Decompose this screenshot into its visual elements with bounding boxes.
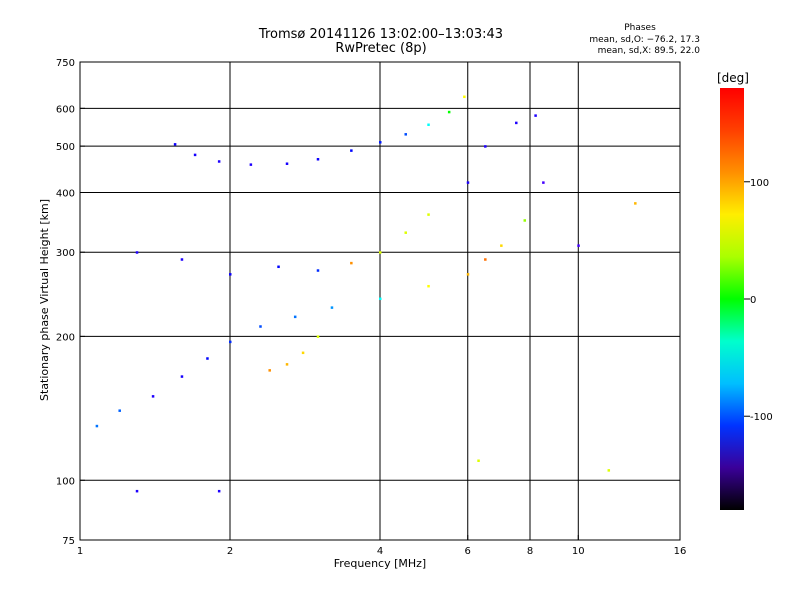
data-point — [180, 258, 184, 261]
data-point — [427, 123, 430, 127]
x-tick-label: 4 — [377, 546, 383, 557]
colorbar-tick-label: 100 — [750, 178, 769, 189]
x-tick-label: 16 — [674, 546, 687, 557]
x-tick-label: 1 — [77, 546, 83, 557]
chart-title: Tromsø 20141126 13:02:00–13:03:43 — [258, 27, 503, 42]
data-point — [379, 251, 382, 254]
data-point — [350, 149, 353, 152]
data-point — [477, 459, 480, 462]
x-tick-label: 8 — [527, 546, 533, 557]
data-point — [285, 363, 289, 366]
y-tick-label: 500 — [56, 142, 75, 153]
x-tick-label: 10 — [572, 546, 585, 557]
y-tick-label: 750 — [56, 58, 75, 69]
data-point — [404, 133, 407, 136]
data-point — [466, 273, 470, 276]
colorbar — [720, 88, 744, 510]
chart-subtitle: RwPretec (8p) — [335, 41, 426, 56]
data-point — [217, 489, 221, 493]
y-tick-label: 200 — [56, 332, 75, 343]
data-point — [404, 231, 407, 234]
data-point — [427, 284, 430, 288]
y-tick-label: 300 — [56, 248, 75, 259]
y-tick-label: 100 — [56, 476, 75, 487]
data-point — [285, 162, 289, 165]
data-point — [229, 273, 232, 276]
y-tick-label: 75 — [62, 536, 75, 547]
phase-heading: Phases — [624, 23, 656, 33]
colorbar-tick-label: 0 — [750, 295, 756, 306]
data-point — [634, 202, 637, 205]
data-point — [151, 395, 155, 398]
data-point — [350, 261, 353, 265]
y-tick-label: 400 — [56, 188, 75, 199]
data-point — [330, 306, 334, 309]
data-point — [217, 160, 221, 163]
data-point — [135, 251, 139, 254]
data-point — [135, 489, 139, 493]
x-tick-label: 2 — [227, 546, 233, 557]
data-point — [268, 369, 271, 372]
data-point — [316, 158, 320, 161]
data-point — [515, 121, 518, 125]
data-point — [427, 213, 430, 216]
y-tick-label: 600 — [56, 104, 75, 115]
data-point — [577, 244, 580, 247]
phase-stat-o: mean, sd,O: −76.2, 17.3 — [589, 35, 700, 45]
colorbar-tick-label: -100 — [750, 412, 773, 423]
data-point — [484, 258, 487, 261]
colorbar-ticks: 100 0 -100 — [744, 178, 773, 423]
colorbar-label: [deg] — [717, 71, 749, 85]
data-point — [484, 145, 487, 148]
data-point — [293, 315, 297, 319]
data-point — [180, 375, 184, 378]
data-point — [463, 95, 466, 99]
data-point — [607, 469, 611, 472]
data-point — [229, 340, 232, 344]
data-point — [523, 219, 527, 222]
data-point — [534, 114, 537, 117]
data-point — [277, 265, 280, 269]
data-point — [173, 143, 177, 146]
data-point — [466, 181, 470, 184]
data-point — [259, 325, 262, 328]
data-point — [542, 181, 545, 184]
x-tick-label: 6 — [465, 546, 471, 557]
x-axis-ticks: 1 2 4 6 8 10 16 — [77, 535, 687, 557]
data-point — [206, 357, 209, 360]
phase-stat-x: mean, sd,X: 89.5, 22.0 — [598, 46, 701, 56]
data-point — [95, 424, 99, 428]
data-point — [379, 141, 382, 144]
data-point — [316, 269, 320, 272]
data-point — [301, 351, 305, 355]
data-point — [500, 244, 503, 247]
data-point — [316, 335, 320, 338]
data-point — [379, 297, 382, 301]
data-points — [95, 95, 637, 493]
y-axis-label: Stationary phase Virtual Height [km] — [38, 199, 51, 401]
data-point — [249, 163, 253, 166]
data-point — [447, 110, 451, 114]
y-axis-ticks: 75 100 200 300 400 500 600 750 — [56, 58, 85, 547]
x-axis-label: Frequency [MHz] — [334, 557, 426, 570]
data-point — [193, 153, 197, 157]
data-point — [118, 409, 121, 412]
